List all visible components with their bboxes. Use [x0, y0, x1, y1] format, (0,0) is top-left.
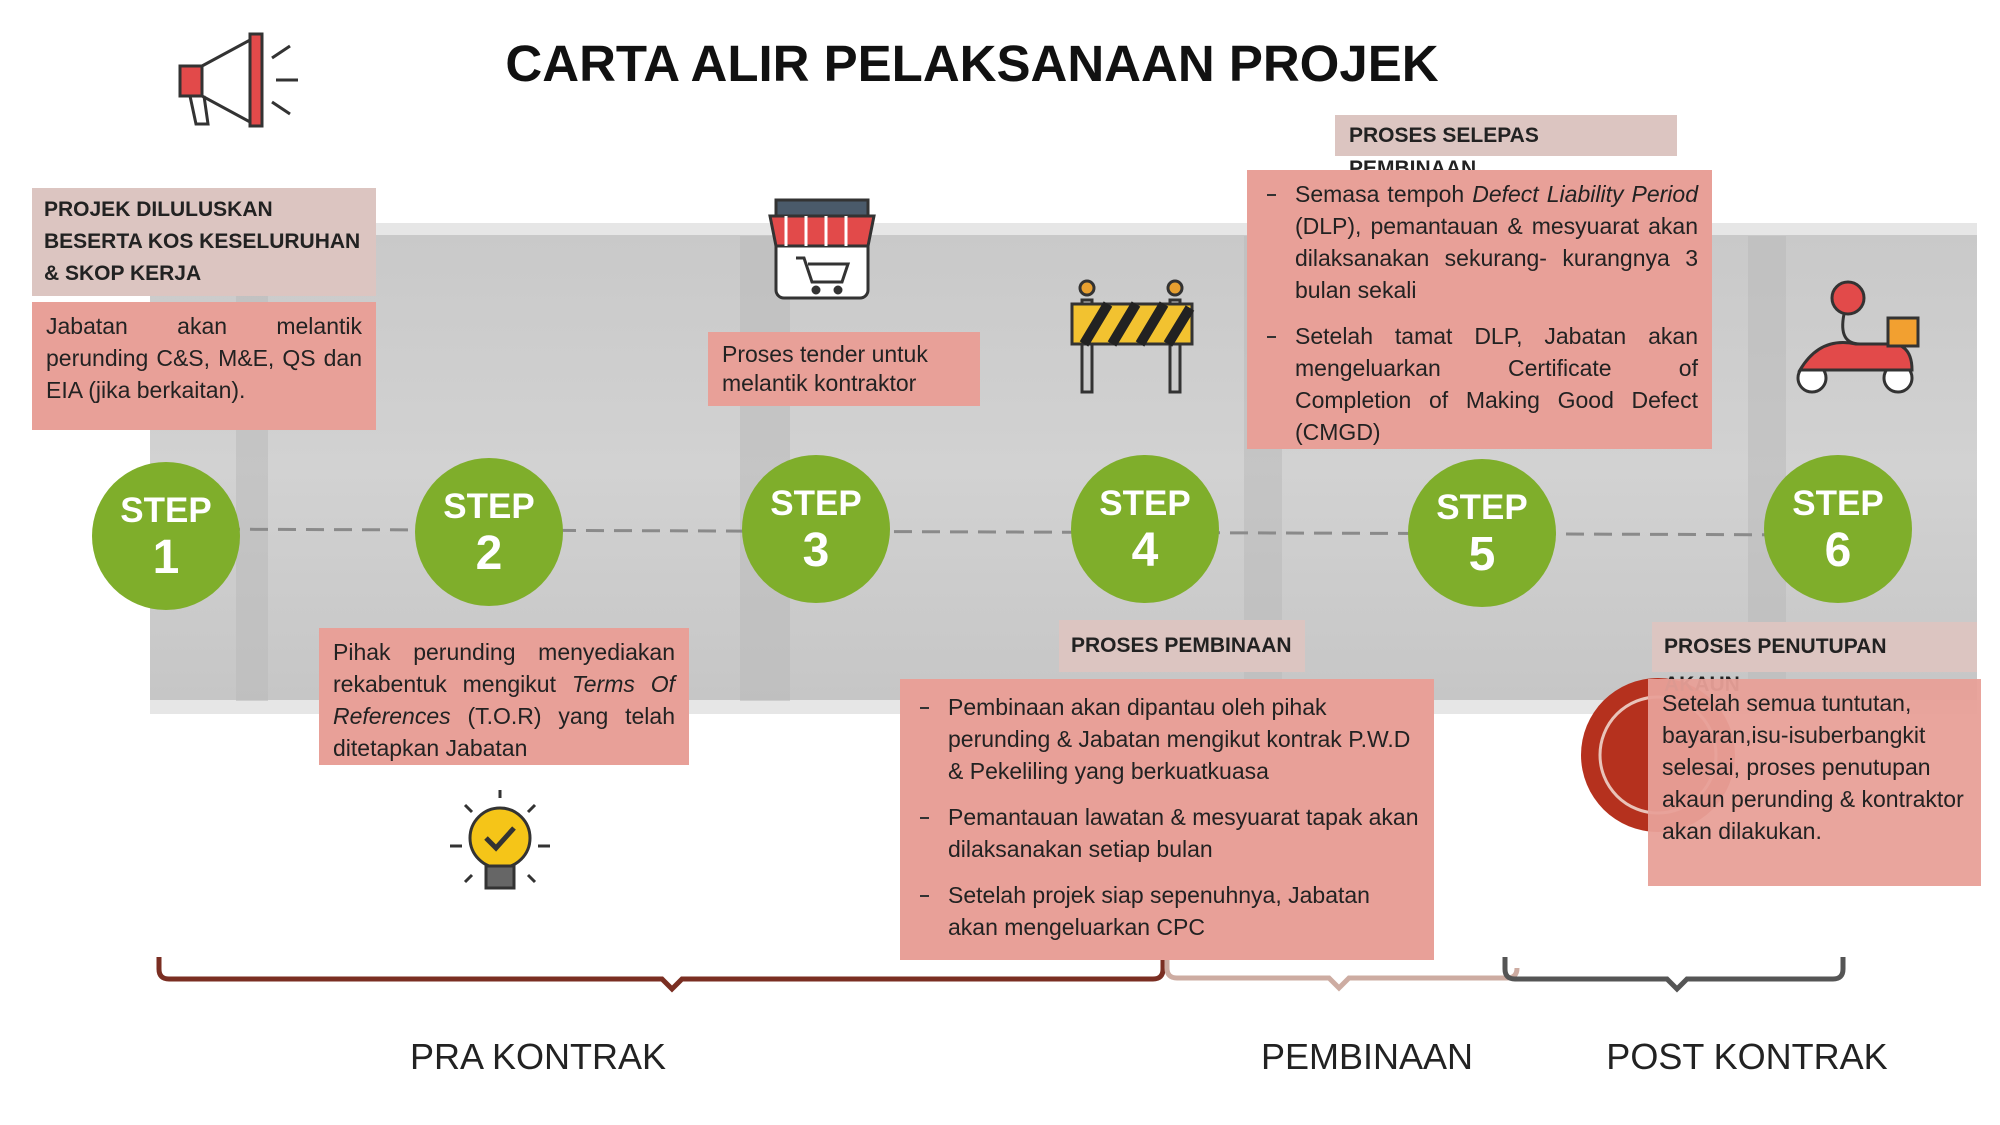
step-label: STEP [1099, 484, 1191, 523]
step2-note: Pihak perunding menyediakan rekabentuk m… [319, 628, 689, 765]
step-number: 5 [1468, 528, 1496, 581]
step6-heading: PROSES PENUTUPAN AKAUN [1652, 622, 1977, 696]
step5-heading: PROSES SELEPAS PEMBINAAN [1335, 115, 1677, 180]
dash [920, 895, 929, 897]
step-number: 3 [802, 524, 830, 577]
list-item: Semasa tempoh Defect Liability Period (D… [1261, 178, 1698, 306]
step5-list: Semasa tempoh Defect Liability Period (D… [1261, 178, 1698, 448]
step-label: STEP [443, 487, 535, 526]
phase-label: PRA KONTRAK [409, 1036, 667, 1077]
step5-note: Semasa tempoh Defect Liability Period (D… [1247, 170, 1712, 449]
note-text-italic: Defect Liability Period [1472, 181, 1698, 207]
bracket-post-kontrak [1502, 957, 1846, 993]
note-text: Pembinaan akan dipantau oleh pihak perun… [948, 694, 1411, 784]
phase-label: PEMBINAAN [1260, 1036, 1474, 1077]
note-text: (T.O.R) yang telah ditetapkan Jabatan [333, 703, 675, 761]
step-circle: STEP 2 [415, 458, 563, 606]
page-title: CARTA ALIR PELAKSANAAN PROJEK [505, 35, 1439, 92]
bracket-pra-kontrak [156, 957, 1166, 993]
megaphone-icon [178, 32, 298, 128]
step-circle: STEP 4 [1071, 455, 1219, 603]
list-item: Setelah tamat DLP, Jabatan akan mengelua… [1261, 320, 1698, 448]
step1-heading: PROJEK DILULUSKAN BESERTA KOS KESELURUHA… [32, 188, 376, 296]
step-label: STEP [770, 484, 862, 523]
list-item: Pemantauan lawatan & mesyuarat tapak aka… [914, 801, 1420, 865]
scooter-icon [1796, 280, 1920, 394]
list-item: Pembinaan akan dipantau oleh pihak perun… [914, 691, 1420, 787]
step-number: 4 [1131, 524, 1159, 577]
bracket-pembinaan [1164, 960, 1520, 992]
step-circle: STEP 1 [92, 462, 240, 610]
step1-note: Jabatan akan melantik perunding C&S, M&E… [32, 302, 376, 430]
step-label: STEP [120, 491, 212, 530]
step-number: 1 [152, 531, 180, 584]
step-circle: STEP 5 [1408, 459, 1556, 607]
note-text: Pemantauan lawatan & mesyuarat tapak aka… [948, 804, 1419, 862]
note-text: Semasa tempoh [1295, 181, 1473, 207]
bulb-icon [450, 790, 550, 890]
step6-note: Setelah semua tuntutan, bayaran,isu-isub… [1648, 679, 1981, 886]
step-label: STEP [1436, 488, 1528, 527]
step4-note: Pembinaan akan dipantau oleh pihak perun… [900, 679, 1434, 960]
dash [920, 707, 929, 709]
note-text: Setelah tamat DLP, Jabatan akan mengelua… [1295, 323, 1698, 445]
dash [920, 817, 929, 819]
barrier-icon [1070, 279, 1195, 394]
step-number: 2 [475, 527, 503, 580]
list-item: Setelah projek siap sepenuhnya, Jabatan … [914, 879, 1420, 943]
step3-note: Proses tender untuk melantik kontraktor [708, 332, 980, 406]
dash [1267, 194, 1276, 196]
note-text: Pihak perunding menyediakan rekabentuk m… [333, 639, 675, 697]
note-text: Setelah projek siap sepenuhnya, Jabatan … [948, 882, 1370, 940]
note-text-italic: Terms Of References [333, 671, 676, 729]
step-circle: STEP 6 [1764, 455, 1912, 603]
step-number: 6 [1824, 524, 1852, 577]
step4-list: Pembinaan akan dipantau oleh pihak perun… [914, 691, 1420, 943]
step-circle: STEP 3 [742, 455, 890, 603]
note-text: (DLP), pemantauan & mesyuarat akan dilak… [1295, 213, 1698, 303]
shop-icon [768, 198, 876, 300]
step4-heading: PROSES PEMBINAAN [1059, 620, 1305, 672]
dash [1267, 336, 1276, 338]
phase-label: POST KONTRAK [1606, 1036, 1888, 1077]
step-label: STEP [1792, 484, 1884, 523]
